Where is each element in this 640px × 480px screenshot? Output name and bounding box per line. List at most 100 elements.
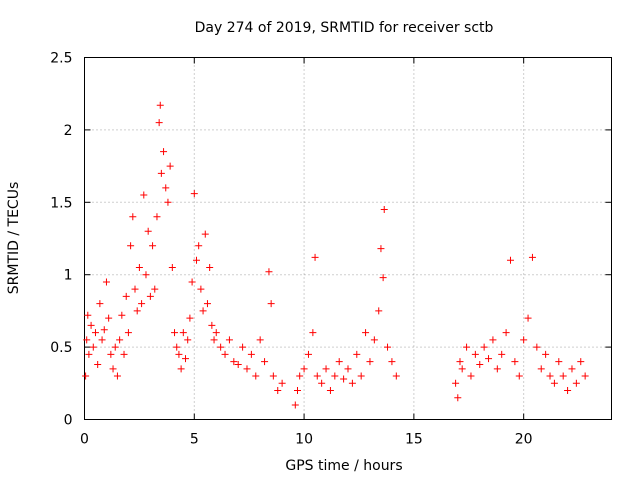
data-point <box>344 365 352 373</box>
data-point <box>322 365 330 373</box>
data-point <box>171 329 179 337</box>
data-point <box>362 329 370 337</box>
y-tick-label: 0 <box>64 413 73 429</box>
data-point <box>520 336 528 344</box>
data-point <box>384 343 392 351</box>
data-point <box>149 242 157 250</box>
data-point <box>533 343 541 351</box>
data-point <box>366 358 374 366</box>
data-point <box>559 372 567 380</box>
data-point <box>102 278 110 286</box>
data-point <box>138 300 146 308</box>
data-point <box>230 358 238 366</box>
data-point <box>452 379 460 387</box>
data-point <box>340 375 348 383</box>
data-point <box>467 372 475 380</box>
data-point <box>555 358 563 366</box>
data-point <box>146 292 154 300</box>
data-point <box>135 263 143 271</box>
data-point <box>577 358 585 366</box>
data-point <box>192 256 200 264</box>
data-point <box>267 300 275 308</box>
data-point <box>485 355 493 363</box>
x-axis-label: GPS time / hours <box>285 458 402 474</box>
data-point <box>489 336 497 344</box>
y-tick-labels: 0 0.5 1 1.5 2 2.5 <box>50 51 72 429</box>
data-point <box>105 314 113 322</box>
data-point <box>291 401 299 409</box>
data-point <box>87 321 95 329</box>
data-point <box>184 336 192 344</box>
data-point <box>572 379 580 387</box>
data-point <box>113 372 121 380</box>
data-point <box>377 245 385 253</box>
data-point <box>274 387 282 395</box>
data-point <box>546 372 554 380</box>
data-point <box>568 365 576 373</box>
data-point <box>94 360 102 368</box>
data-point <box>564 387 572 395</box>
data-point <box>151 285 159 293</box>
data-point <box>335 358 343 366</box>
data-point <box>293 387 301 395</box>
data-point <box>201 230 209 238</box>
data-point <box>357 372 365 380</box>
data-point <box>160 148 168 156</box>
data-point <box>239 343 247 351</box>
data-point <box>195 242 203 250</box>
data-point <box>144 227 152 235</box>
chart-title: Day 274 of 2019, SRMTID for receiver sct… <box>195 20 494 36</box>
plot-frame <box>84 57 612 420</box>
data-point <box>550 379 558 387</box>
data-point <box>388 358 396 366</box>
y-axis-label: SRMTID / TECUs <box>6 182 22 295</box>
data-point <box>188 278 196 286</box>
data-point <box>89 343 97 351</box>
data-point <box>177 365 185 373</box>
data-point <box>120 350 128 358</box>
data-point <box>156 101 164 109</box>
data-point <box>379 274 387 282</box>
data-point <box>186 314 194 322</box>
x-tick-label: 0 <box>80 432 89 448</box>
data-point <box>311 253 319 261</box>
x-tick-label: 10 <box>295 432 313 448</box>
data-point <box>142 271 150 279</box>
data-point <box>506 256 514 264</box>
data-point <box>84 311 92 319</box>
data-point <box>234 360 242 368</box>
data-point <box>164 198 172 206</box>
data-point <box>353 350 361 358</box>
data-point <box>116 336 124 344</box>
data-point <box>265 268 273 276</box>
data-point <box>225 336 233 344</box>
data-point <box>127 242 135 250</box>
data-point <box>221 350 229 358</box>
data-point <box>157 169 165 177</box>
data-point <box>208 321 216 329</box>
data-points <box>82 101 589 409</box>
data-point <box>296 372 304 380</box>
data-point <box>98 336 106 344</box>
data-point <box>304 350 312 358</box>
data-point <box>203 300 211 308</box>
data-point <box>458 365 466 373</box>
data-point <box>480 343 488 351</box>
data-point <box>91 329 99 337</box>
data-point <box>252 372 260 380</box>
data-point <box>309 329 317 337</box>
data-point <box>471 350 479 358</box>
y-tick-label: 2.5 <box>50 51 72 67</box>
data-point <box>511 358 519 366</box>
data-point <box>122 292 130 300</box>
data-point <box>300 365 308 373</box>
axis-ticks <box>84 57 612 420</box>
data-point <box>131 285 139 293</box>
data-point <box>247 350 255 358</box>
data-point <box>179 329 187 337</box>
data-point <box>100 326 108 334</box>
x-tick-label: 20 <box>515 432 533 448</box>
data-point <box>206 263 214 271</box>
x-tick-label: 15 <box>405 432 423 448</box>
